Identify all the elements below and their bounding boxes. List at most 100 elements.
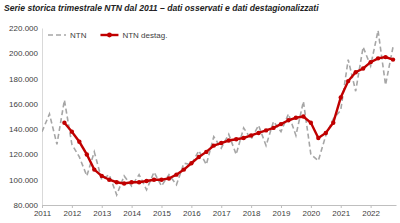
x-tick-label: 2017 <box>213 209 231 218</box>
legend-swatch <box>48 34 66 36</box>
series-marker <box>241 136 245 140</box>
legend-label: NTN destag. <box>122 31 167 40</box>
series-marker <box>122 181 126 185</box>
series-marker <box>294 116 298 120</box>
legend-label: NTN <box>70 31 87 40</box>
series-marker <box>212 143 216 147</box>
y-tick: 100.000 <box>9 176 42 185</box>
x-tick: 2019 <box>273 205 291 218</box>
x-tick-label: 2022 <box>362 209 380 218</box>
series-marker <box>219 141 223 145</box>
series-marker <box>197 155 201 159</box>
series-marker <box>137 180 141 184</box>
series-marker <box>70 129 74 133</box>
y-tick-label: 120.000 <box>9 150 38 159</box>
y-tick: 200.000 <box>9 49 42 58</box>
y-tick: 220.000 <box>9 24 42 33</box>
x-tick-label: 2020 <box>302 209 320 218</box>
y-tick: 120.000 <box>9 150 42 159</box>
series-marker <box>324 131 328 135</box>
x-tick-mark <box>132 205 133 208</box>
series-marker <box>383 55 387 59</box>
legend-marker <box>107 33 112 38</box>
x-tick-label: 2019 <box>273 209 291 218</box>
x-tick-mark <box>221 205 222 208</box>
y-tick: 160.000 <box>9 100 42 109</box>
x-tick-label: 2015 <box>153 209 171 218</box>
y-tick: 180.000 <box>9 75 42 84</box>
x-tick: 2017 <box>213 205 231 218</box>
series-marker <box>144 179 148 183</box>
series-line <box>64 57 393 183</box>
x-tick: 2013 <box>93 205 111 218</box>
series-marker <box>152 178 156 182</box>
y-tick-label: 100.000 <box>9 176 38 185</box>
x-tick: 2020 <box>302 205 320 218</box>
title: Serie storica trimestrale NTN dal 2011 –… <box>4 3 319 13</box>
x-tick-mark <box>102 205 103 208</box>
y-tick-label: 180.000 <box>9 75 38 84</box>
series-marker <box>346 79 350 83</box>
series-marker <box>92 167 96 171</box>
series-marker <box>264 128 268 132</box>
series-marker <box>279 122 283 126</box>
y-axis-line <box>42 29 43 206</box>
series-marker <box>182 167 186 171</box>
series-marker <box>331 121 335 125</box>
x-tick-mark <box>371 205 372 208</box>
series-marker <box>189 161 193 165</box>
x-tick-mark <box>72 205 73 208</box>
series-marker <box>249 133 253 137</box>
series-marker <box>62 121 66 125</box>
legend-item: NTN destag. <box>100 31 167 40</box>
y-tick-label: 220.000 <box>9 24 38 33</box>
series-marker <box>77 140 81 144</box>
series-marker <box>114 180 118 184</box>
series-marker <box>391 57 395 61</box>
series-marker <box>376 56 380 60</box>
y-tick: 140.000 <box>9 125 42 134</box>
x-tick-label: 2012 <box>63 209 81 218</box>
series-marker <box>361 66 365 70</box>
series-marker <box>85 152 89 156</box>
legend-item: NTN <box>48 31 87 40</box>
series-marker <box>309 121 313 125</box>
y-tick-label: 200.000 <box>9 49 38 58</box>
series-marker <box>107 178 111 182</box>
x-tick: 2022 <box>362 205 380 218</box>
series-marker <box>234 137 238 141</box>
y-axis: 80.000100.000120.000140.000160.000180.00… <box>9 24 42 210</box>
series-marker <box>339 95 343 99</box>
x-tick-mark <box>341 205 342 208</box>
x-tick: 2012 <box>63 205 81 218</box>
series-marker <box>129 180 133 184</box>
x-tick-label: 2016 <box>183 209 201 218</box>
series-marker <box>316 136 320 140</box>
x-tick-mark <box>311 205 312 208</box>
series-marker <box>256 131 260 135</box>
series-marker <box>174 172 178 176</box>
chart-container: Serie storica trimestrale NTN dal 2011 –… <box>0 0 400 223</box>
y-tick-label: 160.000 <box>9 100 38 109</box>
x-tick: 2018 <box>243 205 261 218</box>
x-axis-line <box>43 205 397 206</box>
x-tick-mark <box>191 205 192 208</box>
x-tick: 2021 <box>332 205 350 218</box>
x-tick: 2014 <box>123 205 141 218</box>
x-axis: 2011 2012 2013 2014 2015 2016 2017 2018 2019 2020… <box>34 205 397 218</box>
series-marker <box>286 118 290 122</box>
series-marker <box>301 114 305 118</box>
series-marker <box>204 150 208 154</box>
x-tick-mark <box>42 205 43 208</box>
series-marker <box>353 70 357 74</box>
x-tick-label: 2013 <box>93 209 111 218</box>
series-marker <box>227 138 231 142</box>
plot: 80.000100.000120.000140.000160.000180.00… <box>9 24 396 218</box>
y-tick-label: 140.000 <box>9 125 38 134</box>
series-marker <box>167 176 171 180</box>
series-marker <box>159 178 163 182</box>
x-tick-mark <box>161 205 162 208</box>
x-tick-label: 2018 <box>243 209 261 218</box>
x-tick-label: 2011 <box>34 209 52 218</box>
x-tick-mark <box>281 205 282 208</box>
